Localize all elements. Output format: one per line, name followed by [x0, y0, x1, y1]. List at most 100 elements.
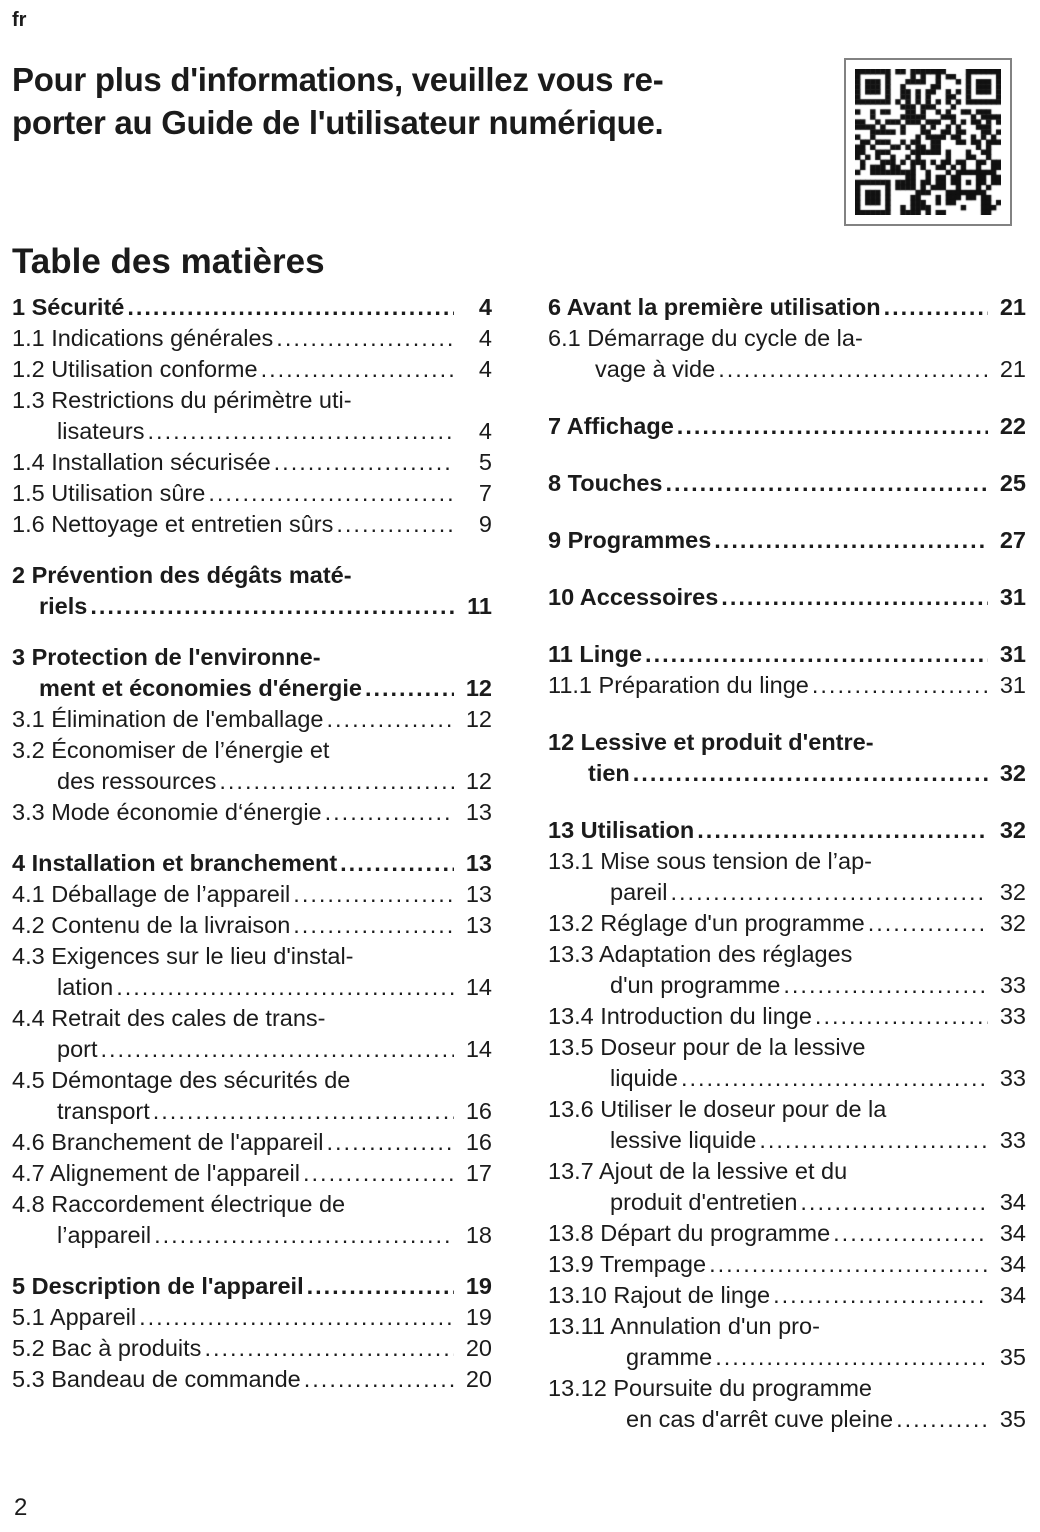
toc-chapter-entry: 3 Protection de l'environne-ment et écon… — [12, 642, 492, 704]
toc-section-entry: 6.1 Démarrage du cycle de la-vage à vide… — [548, 323, 1026, 385]
toc-page-ref: 13 — [465, 881, 492, 907]
toc-group: 7 Affichage 22 — [548, 411, 1026, 442]
toc-leader-dots — [127, 292, 454, 323]
toc-entry-line: 13.9 Trempage 34 — [548, 1249, 1026, 1280]
toc-page-ref: 4 — [478, 325, 492, 351]
toc-leader-dots — [307, 1271, 454, 1302]
toc-leader-dots — [815, 1001, 988, 1032]
toc-leader-dots — [714, 525, 988, 556]
toc-chapter-entry: 4 Installation et branchement 13 — [12, 848, 492, 879]
toc-entry-text: 1.1 Indications générales — [12, 325, 274, 351]
toc-page-ref: 19 — [465, 1273, 492, 1299]
toc-leader-dots — [812, 670, 988, 701]
toc-leader-dots — [208, 478, 454, 509]
toc-entry-text: tien — [588, 760, 630, 786]
toc-section-entry: 13.1 Mise sous tension de l’ap-pareil 32 — [548, 846, 1026, 908]
toc-entry-line: 4.4 Retrait des cales de trans- — [12, 1003, 492, 1034]
toc-page-ref: 12 — [465, 768, 492, 794]
toc-entry-line: 13.5 Doseur pour de la lessive — [548, 1032, 1026, 1063]
toc-entry-text: 11.1 Préparation du linge — [548, 672, 809, 698]
toc-entry-text: ment et économies d'énergie — [39, 675, 362, 701]
toc-leader-dots — [326, 704, 454, 735]
toc-leader-dots — [665, 468, 988, 499]
toc-section-entry: 13.2 Réglage d'un programme 32 — [548, 908, 1026, 939]
toc-entry-line: 13.1 Mise sous tension de l’ap- — [548, 846, 1026, 877]
toc-entry-line: 6 Avant la première utilisation 21 — [548, 292, 1026, 323]
toc-entry-line: 3.3 Mode économie d‘énergie 13 — [12, 797, 492, 828]
qr-code-canvas — [855, 69, 1001, 215]
toc-entry-text: produit d'entretien — [610, 1189, 798, 1215]
toc-section-entry: 13.8 Départ du programme 34 — [548, 1218, 1026, 1249]
toc-entry-text: des ressources — [57, 768, 217, 794]
toc-entry-line: 3 Protection de l'environne- — [12, 642, 492, 673]
toc-entry-text: 3 Protection de l'environne- — [12, 644, 321, 670]
toc-leader-dots — [759, 1125, 988, 1156]
toc-leader-dots — [101, 1034, 455, 1065]
toc-leader-dots — [154, 1220, 454, 1251]
toc-entry-text: 4.1 Déballage de l’appareil — [12, 881, 291, 907]
toc-entry-text: en cas d'arrêt cuve pleine — [626, 1406, 894, 1432]
toc-column-left: 1 Sécurité41.1 Indications générales41.2… — [12, 292, 492, 1435]
toc-entry-text: lessive liquide — [610, 1127, 757, 1153]
toc-page-ref: 34 — [999, 1251, 1026, 1277]
toc-page-ref: 33 — [999, 1065, 1026, 1091]
toc-entry-line: 6.1 Démarrage du cycle de la- — [548, 323, 1026, 354]
toc-chapter-entry: 6 Avant la première utilisation 21 — [548, 292, 1026, 323]
toc-leader-dots — [153, 1096, 454, 1127]
toc-entry-text: 13.7 Ajout de la lessive et du — [548, 1158, 848, 1184]
toc-chapter-entry: 9 Programmes 27 — [548, 525, 1026, 556]
toc-section-entry: 4.1 Déballage de l’appareil 13 — [12, 879, 492, 910]
toc-entry-text: 4 Installation et branchement — [12, 850, 338, 876]
toc-entry-text: transport — [57, 1098, 150, 1124]
toc-chapter-entry: 10 Accessoires 31 — [548, 582, 1026, 613]
toc-group: 10 Accessoires 31 — [548, 582, 1026, 613]
toc-leader-dots — [303, 1158, 454, 1189]
toc-page-ref: 21 — [999, 294, 1026, 320]
toc-leader-dots — [276, 323, 454, 354]
toc-leader-dots — [677, 411, 988, 442]
toc-entry-line: transport 16 — [12, 1096, 492, 1127]
toc-entry-text: liquide — [610, 1065, 678, 1091]
toc-page-ref: 11 — [467, 593, 492, 619]
toc-page-ref: 32 — [999, 910, 1026, 936]
toc-leader-dots — [709, 1249, 988, 1280]
toc-entry-text: lisateurs — [57, 418, 145, 444]
toc-entry-line: riels 11 — [12, 591, 492, 622]
toc-section-entry: 13.11 Annulation d'un pro-gramme 35 — [548, 1311, 1026, 1373]
toc-page-ref: 25 — [999, 470, 1026, 496]
page-number: 2 — [14, 1494, 28, 1521]
toc-entry-line: 5.3 Bandeau de commande 20 — [12, 1364, 492, 1395]
toc-entry-line: ment et économies d'énergie 12 — [12, 673, 492, 704]
toc-page-ref: 33 — [999, 1003, 1026, 1029]
toc-entry-line: 4 Installation et branchement 13 — [12, 848, 492, 879]
toc-page-ref: 17 — [465, 1160, 492, 1186]
toc-entry-line: 12 Lessive et produit d'entre- — [548, 727, 1026, 758]
toc-entry-line: 13.2 Réglage d'un programme 32 — [548, 908, 1026, 939]
toc-entry-text: 13.9 Trempage — [548, 1251, 707, 1277]
toc-entry-line: 13.4 Introduction du linge 33 — [548, 1001, 1026, 1032]
toc-section-entry: 3.3 Mode économie d‘énergie 13 — [12, 797, 492, 828]
toc-entry-line: 4.8 Raccordement électrique de — [12, 1189, 492, 1220]
toc-page-ref: 32 — [999, 817, 1026, 843]
toc-group: 5 Description de l'appareil195.1 Apparei… — [12, 1271, 492, 1395]
toc-section-entry: 13.7 Ajout de la lessive et du produit d'… — [548, 1156, 1026, 1218]
toc-entry-line: 13.6 Utiliser le doseur pour de la — [548, 1094, 1026, 1125]
toc-chapter-entry: 1 Sécurité 4 — [12, 292, 492, 323]
toc-section-entry: 13.5 Doseur pour de la lessive liquide 33 — [548, 1032, 1026, 1094]
toc-leader-dots — [274, 447, 454, 478]
toc-entry-line: 13.7 Ajout de la lessive et du — [548, 1156, 1026, 1187]
toc-entry-text: d'un programme — [610, 972, 781, 998]
toc-entry-text: 13.1 Mise sous tension de l’ap- — [548, 848, 872, 874]
toc-entry-text: 4.6 Branchement de l'appareil — [12, 1129, 324, 1155]
toc-page-ref: 16 — [465, 1129, 492, 1155]
toc-entry-text: 13 Utilisation — [548, 817, 695, 843]
toc-page-ref: 14 — [465, 1036, 492, 1062]
toc-group: 6 Avant la première utilisation216.1 Dém… — [548, 292, 1026, 385]
toc-entry-line: d'un programme 33 — [548, 970, 1026, 1001]
toc-leader-dots — [896, 1404, 988, 1435]
toc-page-ref: 13 — [465, 912, 492, 938]
toc-column-right: 6 Avant la première utilisation216.1 Dém… — [548, 292, 1026, 1435]
toc-leader-dots — [718, 354, 988, 385]
intro-heading: Pour plus d'informations, veuillez vous … — [12, 58, 664, 144]
toc-entry-text: 3.3 Mode économie d‘énergie — [12, 799, 322, 825]
